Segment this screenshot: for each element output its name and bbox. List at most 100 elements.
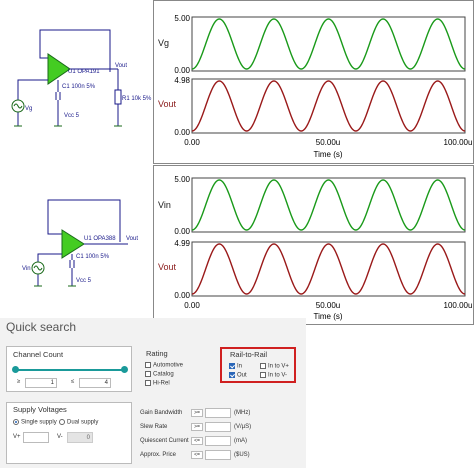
gain-bandwidth-label: Gain Bandwidth (140, 410, 183, 416)
rail-in-to-vminus[interactable]: In to V- (260, 372, 287, 379)
gain-bandwidth-unit: (MHz) (234, 410, 251, 416)
checkbox-checked-icon[interactable] (229, 372, 235, 378)
circuit2-source-label: Vin (22, 266, 31, 272)
plot-1-x-start: 0.00 (184, 138, 200, 147)
max-op: ≤ (71, 379, 75, 385)
checkbox-icon[interactable] (260, 363, 266, 369)
plot-1-bottom-ymax: 4.98 (174, 76, 190, 85)
rail-out[interactable]: Out (229, 372, 247, 379)
quiescent-current-unit: (mA) (234, 438, 247, 444)
plot-1-bottom-ymin: 0.00 (174, 128, 190, 137)
slider-min-handle[interactable] (12, 366, 19, 373)
plot-2-bottom-ymax: 4.99 (174, 239, 190, 248)
circuit1-supply-label: Vcc 5 (64, 113, 80, 119)
supply-voltages-label: Supply Voltages (13, 405, 67, 414)
plot-2-top-ymax: 5.00 (174, 175, 190, 184)
plot-1-bottom-label: Vout (158, 99, 177, 109)
approx-price-op[interactable]: <= (191, 451, 203, 459)
checkbox-icon[interactable] (145, 371, 151, 377)
plot-1-top-ymax: 5.00 (174, 14, 190, 23)
plot-1-top-ymin: 0.00 (174, 66, 190, 75)
approx-price-label: Approx. Price (140, 452, 177, 458)
plot-2-x-mid: 50.00u (316, 301, 340, 310)
circuit2-cap-label: C1 100n 5% (76, 254, 110, 260)
plot-2-x-start: 0.00 (184, 301, 200, 310)
rating-section: Rating Automotive Catalog Hi-Rel (142, 346, 212, 396)
rating-hi-rel[interactable]: Hi-Rel (145, 380, 170, 387)
max-channel-input[interactable]: 4 (79, 378, 111, 388)
plot-2-top-ymin: 0.00 (174, 227, 190, 236)
plot-2-top-label: Vin (158, 200, 171, 210)
rating-catalog[interactable]: Catalog (145, 371, 174, 378)
plot-1-top-trace (191, 18, 466, 70)
vminus-label: V- (57, 434, 63, 440)
plot-1-canvas: Vg Vout 5.00 0.00 4.98 0.00 0.00 50.00u … (158, 14, 473, 159)
circuit-1-schematic: U1 OPA191 Vout C1 100n 5% R1 10k 5% Vg V… (11, 29, 152, 127)
plot-2-top-trace (191, 179, 466, 231)
circuit2-supply-label: Vcc 5 (76, 278, 92, 284)
radio-on-icon[interactable] (13, 419, 19, 425)
rail-to-rail-label: Rail-to-Rail (230, 350, 268, 359)
gain-bandwidth-input[interactable] (205, 408, 231, 418)
min-op: ≥ (17, 379, 21, 385)
plot-1: Vg Vout 5.00 0.00 4.98 0.00 0.00 50.00u … (153, 0, 474, 164)
vplus-input[interactable] (23, 432, 49, 443)
dual-supply-radio[interactable]: Dual supply (59, 419, 98, 426)
single-supply-radio[interactable]: Single supply (13, 419, 57, 426)
vplus-label: V+ (13, 434, 21, 440)
checkbox-icon[interactable] (145, 380, 151, 386)
approx-price-unit: ($US) (234, 452, 250, 458)
circuit1-opamp-label: U1 OPA191 (68, 69, 100, 75)
checkbox-icon[interactable] (260, 372, 266, 378)
min-channel-input[interactable]: 1 (25, 378, 57, 388)
plot-2-bottom-trace (191, 243, 466, 295)
slew-rate-label: Slew Rate (140, 424, 168, 430)
circuit-2-schematic: U1 OPA388 Vout C1 100n 5% Vin Vcc 5 (22, 199, 138, 287)
quiescent-current-op[interactable]: <= (191, 437, 203, 445)
checkbox-icon[interactable] (145, 362, 151, 368)
param-approx-price: Approx. Price <= ($US) (138, 450, 298, 462)
rating-label: Rating (146, 349, 168, 358)
plot-1-top-label: Vg (158, 38, 169, 48)
plot-2-x-end: 100.00u (444, 301, 473, 310)
gain-bandwidth-op[interactable]: >= (191, 409, 203, 417)
vminus-input[interactable]: 0 (67, 432, 93, 443)
circuit2-opamp-label: U1 OPA388 (84, 236, 116, 242)
checkbox-checked-icon[interactable] (229, 363, 235, 369)
circuit1-source-label: Vg (25, 106, 32, 112)
rail-in[interactable]: In (229, 363, 242, 370)
slew-rate-unit: (V/µS) (234, 424, 252, 430)
channel-count-section: Channel Count ≥ 1 ≤ 4 (6, 346, 132, 392)
channel-count-label: Channel Count (13, 350, 64, 359)
slider-max-handle[interactable] (121, 366, 128, 373)
quiescent-current-label: Quiescent Current (140, 438, 189, 444)
plot-1-x-end: 100.00u (444, 138, 473, 147)
plot-2-bottom-ymin: 0.00 (174, 291, 190, 300)
circuit1-res-label: R1 10k 5% (122, 96, 152, 102)
plot-2: Vin Vout 5.00 0.00 4.99 0.00 0.00 50.00u… (153, 165, 474, 325)
supply-voltages-section: Supply Voltages Single supply Dual suppl… (6, 402, 132, 464)
quiescent-current-input[interactable] (205, 436, 231, 446)
radio-off-icon[interactable] (59, 419, 65, 425)
circuit2-vout-label: Vout (126, 236, 138, 242)
circuit1-vout-label: Vout (115, 63, 127, 69)
plot-2-canvas: Vin Vout 5.00 0.00 4.99 0.00 0.00 50.00u… (158, 175, 473, 321)
quick-search-panel: Quick search Channel Count ≥ 1 ≤ 4 Ratin… (0, 318, 306, 468)
plot-1-bottom-trace (191, 80, 466, 132)
approx-price-input[interactable] (205, 450, 231, 460)
rail-in-to-vplus[interactable]: In to V+ (260, 363, 289, 370)
plot-2-bottom-label: Vout (158, 262, 177, 272)
slew-rate-op[interactable]: >= (191, 423, 203, 431)
plot-1-xlabel: Time (s) (313, 150, 342, 159)
rating-automotive[interactable]: Automotive (145, 362, 183, 369)
rail-to-rail-section: Rail-to-Rail In In to V+ Out In to V- (220, 347, 296, 383)
slew-rate-input[interactable] (205, 422, 231, 432)
plot-1-x-mid: 50.00u (316, 138, 340, 147)
param-quiescent-current: Quiescent Current <= (mA) (138, 436, 298, 448)
param-gain-bandwidth: Gain Bandwidth >= (MHz) (138, 408, 298, 420)
param-slew-rate: Slew Rate >= (V/µS) (138, 422, 298, 434)
plot-2-xlabel: Time (s) (313, 312, 342, 321)
quick-search-title: Quick search (6, 320, 77, 334)
circuit1-cap-label: C1 100n 5% (62, 84, 96, 90)
channel-count-slider[interactable] (15, 369, 125, 371)
